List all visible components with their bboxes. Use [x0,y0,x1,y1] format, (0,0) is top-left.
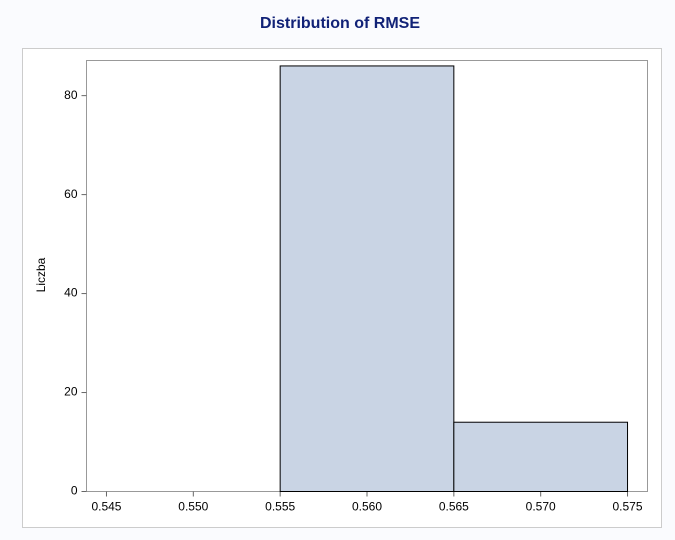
x-tick-label: 0.565 [439,500,469,514]
x-tick-label: 0.570 [526,500,556,514]
x-tick-label: 0.555 [265,500,295,514]
y-axis-label: Liczba [34,257,48,292]
x-tick-label: 0.575 [613,500,643,514]
bar [453,421,629,492]
y-tick-label: 0 [71,484,78,498]
chart-title: Distribution of RMSE [260,15,420,32]
y-tick-label: 20 [64,385,78,399]
y-tick-label: 80 [64,88,78,102]
x-tick-label: 0.560 [352,500,382,514]
x-tick-label: 0.550 [178,500,208,514]
y-tick-label: 40 [64,286,78,300]
y-tick-label: 60 [64,187,78,201]
bar [279,65,455,492]
x-tick-label: 0.545 [91,500,121,514]
